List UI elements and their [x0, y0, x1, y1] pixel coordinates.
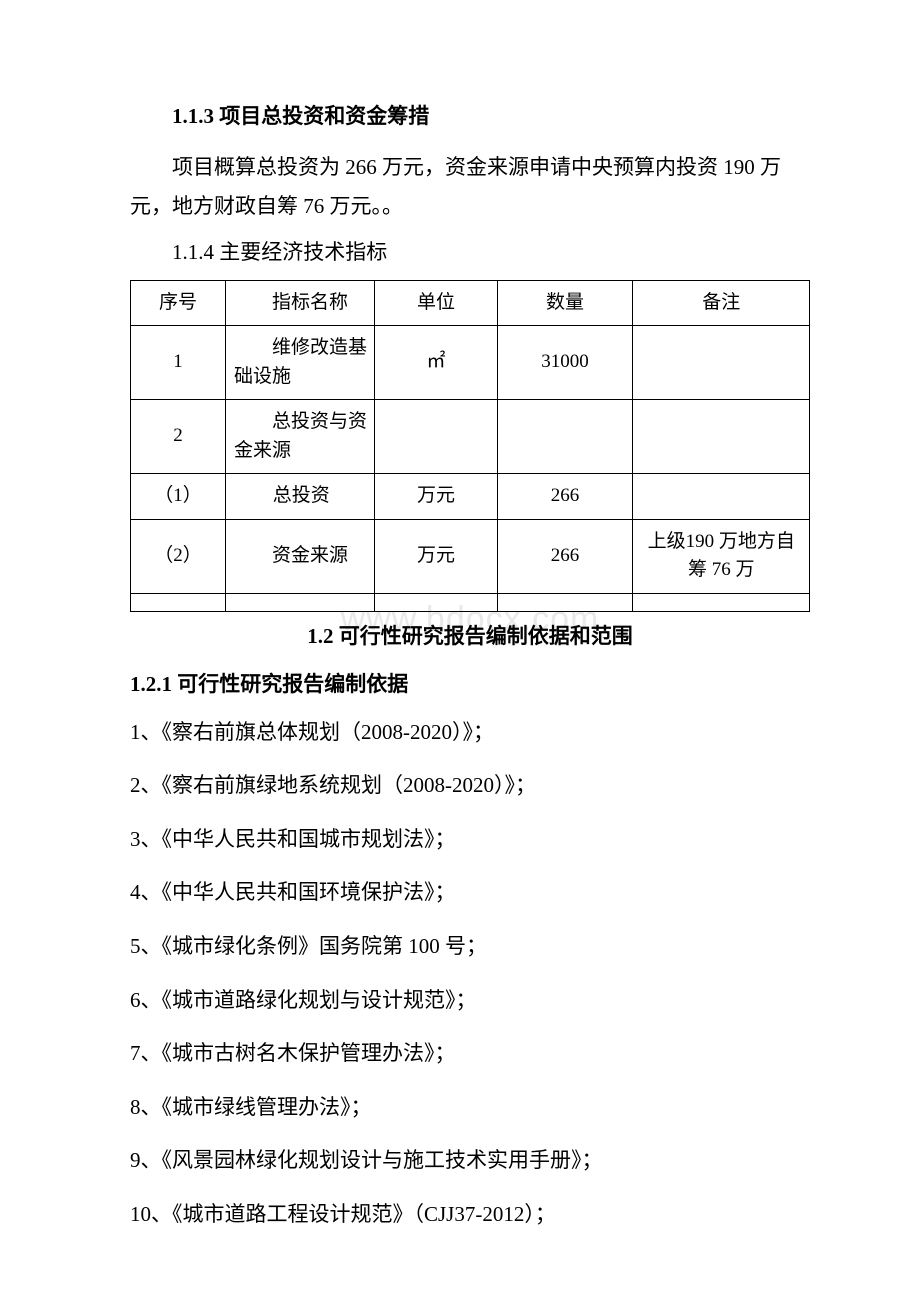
basis-item: 7、《城市古树名木保护管理办法》；: [130, 1037, 810, 1071]
table-header-cell: 指标名称: [226, 280, 375, 326]
table-cell: 266: [497, 474, 633, 520]
basis-item: 2、《察右前旗绿地系统规划（2008-2020）》；: [130, 769, 810, 803]
basis-item: 3、《中华人民共和国城市规划法》；: [130, 823, 810, 857]
table-header-cell: 备注: [633, 280, 810, 326]
table-cell: [633, 326, 810, 400]
section-12-title-text: 1.2 可行性研究报告编制依据和范围: [307, 624, 633, 648]
table-cell: 1: [131, 326, 226, 400]
table-cell: ㎡: [375, 326, 497, 400]
table-cell: 31000: [497, 326, 633, 400]
table-header-cell: 单位: [375, 280, 497, 326]
table-header-cell: 序号: [131, 280, 226, 326]
table-cell: [375, 400, 497, 474]
basis-item: 6、《城市道路绿化规划与设计规范》；: [130, 984, 810, 1018]
section-113-title: 1.1.3 项目总投资和资金筹措: [130, 100, 810, 130]
basis-item: 4、《中华人民共和国环境保护法》；: [130, 876, 810, 910]
table-cell: [633, 474, 810, 520]
table-cell: [633, 593, 810, 611]
table-cell: 资金来源: [226, 519, 375, 593]
table-cell: 维修改造基础设施: [226, 326, 375, 400]
table-header-cell: 数量: [497, 280, 633, 326]
table-cell: 万元: [375, 474, 497, 520]
table-cell: [131, 593, 226, 611]
table-row: （2） 资金来源 万元 266 上级190 万地方自筹 76 万: [131, 519, 810, 593]
table-cell: [497, 593, 633, 611]
section-121-title: 1.2.1 可行性研究报告编制依据: [130, 668, 810, 698]
basis-item: 5、《城市绿化条例》国务院第 100 号；: [130, 930, 810, 964]
basis-item: 8、《城市绿线管理办法》；: [130, 1091, 810, 1125]
basis-item: 10、《城市道路工程设计规范》（CJJ37-2012）；: [130, 1198, 810, 1232]
section-113-paragraph: 项目概算总投资为 266 万元，资金来源申请中央预算内投资 190 万元，地方财…: [130, 148, 810, 226]
table-cell: [497, 400, 633, 474]
table-row: 2 总投资与资金来源: [131, 400, 810, 474]
table-cell: [375, 593, 497, 611]
table-cell: [226, 593, 375, 611]
indicator-table: 序号 指标名称 单位 数量 备注 1 维修改造基础设施 ㎡ 31000 2 总投…: [130, 280, 810, 612]
table-cell: （2）: [131, 519, 226, 593]
section-114-title: 1.1.4 主要经济技术指标: [130, 236, 810, 266]
basis-item: 9、《风景园林绿化规划设计与施工技术实用手册》；: [130, 1144, 810, 1178]
table-row: 1 维修改造基础设施 ㎡ 31000: [131, 326, 810, 400]
table-cell: （1）: [131, 474, 226, 520]
table-cell: 上级190 万地方自筹 76 万: [633, 519, 810, 593]
table-cell: 总投资与资金来源: [226, 400, 375, 474]
table-cell: 2: [131, 400, 226, 474]
table-row: （1） 总投资 万元 266: [131, 474, 810, 520]
table-cell: [633, 400, 810, 474]
section-12-title: www.bdocx.com 1.2 可行性研究报告编制依据和范围: [130, 620, 810, 650]
table-header-row: 序号 指标名称 单位 数量 备注: [131, 280, 810, 326]
table-cell: 266: [497, 519, 633, 593]
basis-item: 1、《察右前旗总体规划（2008-2020）》；: [130, 716, 810, 750]
table-cell: 万元: [375, 519, 497, 593]
table-cell: 总投资: [226, 474, 375, 520]
table-empty-row: [131, 593, 810, 611]
